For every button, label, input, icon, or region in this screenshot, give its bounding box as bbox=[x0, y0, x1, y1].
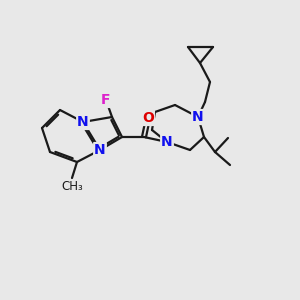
Text: N: N bbox=[94, 143, 106, 157]
Text: N: N bbox=[161, 135, 173, 149]
Text: CH₃: CH₃ bbox=[61, 180, 83, 193]
Text: F: F bbox=[101, 93, 111, 107]
Text: N: N bbox=[77, 115, 89, 129]
Text: O: O bbox=[142, 111, 154, 125]
Text: N: N bbox=[192, 110, 204, 124]
